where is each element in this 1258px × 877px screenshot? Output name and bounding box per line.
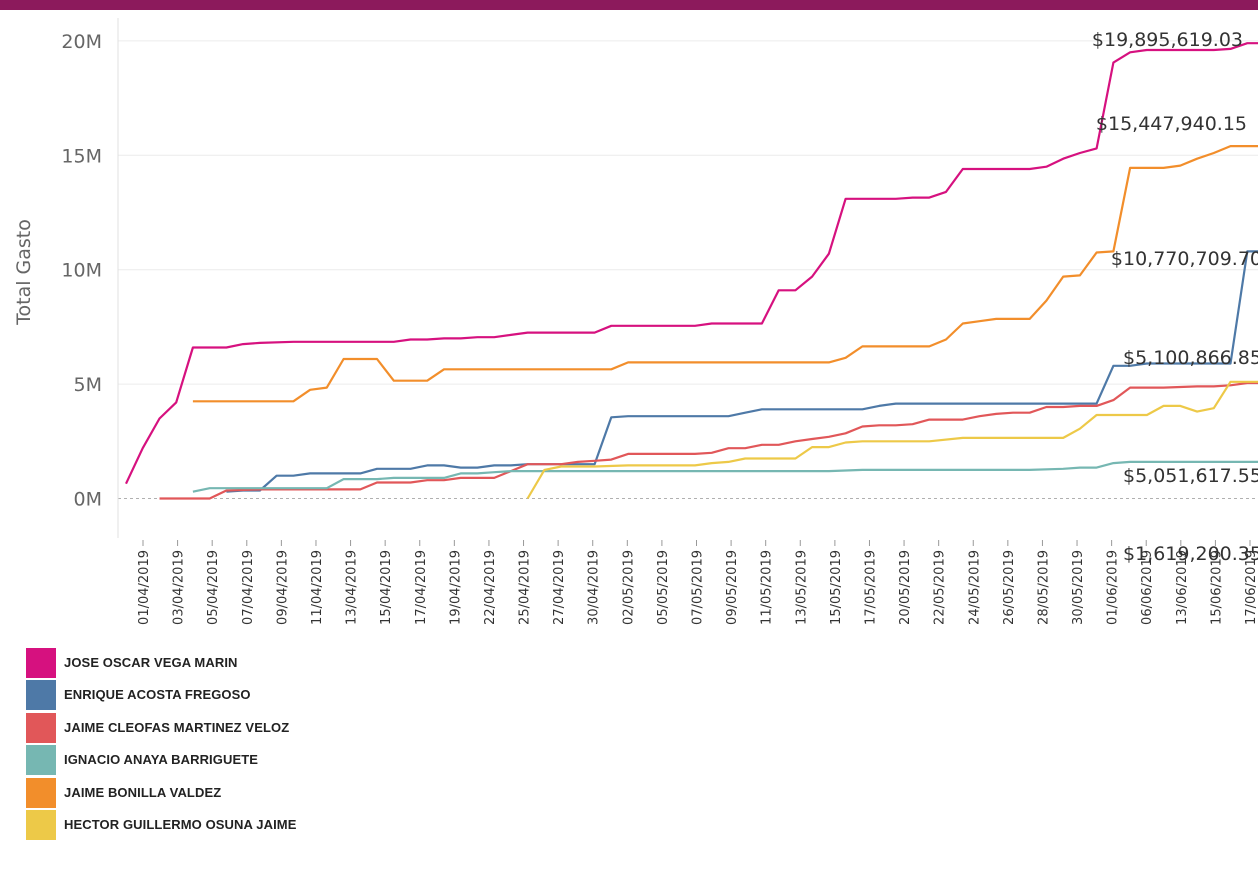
series-line bbox=[192, 460, 1258, 493]
cumulative-spending-line-chart: 0M 5M 10M 15M 20M Total Gasto 01/04/2019 03/04… bbox=[13, 18, 1258, 625]
legend-swatch bbox=[26, 809, 56, 840]
legend-label: HECTOR GUILLERMO OSUNA JAIME bbox=[64, 816, 297, 832]
x-tick-label: 25/04/2019 bbox=[518, 550, 533, 625]
legend-swatch bbox=[26, 648, 56, 678]
legend-swatch bbox=[26, 712, 56, 743]
x-tick-label: 15/06/2019 bbox=[1209, 550, 1224, 625]
series-line bbox=[526, 380, 1258, 500]
x-tick-label: 28/05/2019 bbox=[1036, 550, 1051, 625]
x-tick-label: 07/04/2019 bbox=[241, 550, 256, 625]
x-tick-label: 13/05/2019 bbox=[794, 550, 809, 625]
x-tick-label: 13/04/2019 bbox=[345, 550, 360, 625]
x-axis: 01/04/2019 03/04/2019 05/04/2019 07/04/2019… bbox=[137, 540, 1258, 625]
end-value-label: $5,100,866.85 bbox=[1123, 347, 1258, 369]
x-tick-label: 03/04/2019 bbox=[172, 550, 187, 625]
x-tick-label: 11/05/2019 bbox=[760, 550, 775, 625]
x-tick-label: 01/06/2019 bbox=[1106, 550, 1121, 625]
legend-label: ENRIQUE ACOSTA FREGOSO bbox=[64, 687, 251, 703]
y-axis-title: Total Gasto bbox=[13, 219, 35, 326]
end-value-label: $19,895,619.03 bbox=[1092, 29, 1243, 51]
x-tick-label: 05/04/2019 bbox=[206, 550, 221, 625]
x-tick-label: 22/05/2019 bbox=[933, 550, 948, 625]
x-tick-label: 15/04/2019 bbox=[379, 550, 394, 625]
x-tick-label: 01/04/2019 bbox=[137, 550, 152, 625]
x-tick-label: 30/04/2019 bbox=[587, 550, 602, 625]
end-value-labels: $19,895,619.03 $15,447,940.15 $10,770,709.… bbox=[1092, 29, 1258, 565]
x-tick-label: 09/05/2019 bbox=[725, 550, 740, 625]
x-tick-label: 02/05/2019 bbox=[621, 550, 636, 625]
legend-item-enrique-acosta-fregoso[interactable]: ENRIQUE ACOSTA FREGOSO bbox=[26, 678, 626, 711]
legend-item-jaime-bonilla-valdez[interactable]: JAIME BONILLA VALDEZ bbox=[26, 776, 626, 808]
legend-item-jaime-cleofas-martinez-veloz[interactable]: JAIME CLEOFAS MARTINEZ VELOZ bbox=[26, 711, 626, 743]
y-tick-label: 15M bbox=[61, 145, 102, 167]
end-value-label: $5,051,617.55 bbox=[1123, 465, 1258, 487]
x-tick-label: 15/05/2019 bbox=[829, 550, 844, 625]
series-lines bbox=[125, 42, 1258, 500]
legend-item-hector-guillermo-osuna-jaime[interactable]: HECTOR GUILLERMO OSUNA JAIME bbox=[26, 808, 626, 840]
legend: JOSE OSCAR VEGA MARIN ENRIQUE ACOSTA FRE… bbox=[26, 646, 626, 840]
x-tick-label: 09/04/2019 bbox=[275, 550, 290, 625]
end-value-label: $1,619,200.35 bbox=[1123, 543, 1258, 565]
series-line bbox=[159, 381, 1258, 500]
header-accent-bar bbox=[0, 0, 1258, 10]
series-line bbox=[226, 250, 1258, 493]
legend-swatch bbox=[26, 745, 56, 776]
legend-label: IGNACIO ANAYA BARRIGUETE bbox=[64, 752, 259, 768]
y-tick-label: 0M bbox=[74, 489, 102, 511]
y-axis: 0M 5M 10M 15M 20M Total Gasto bbox=[13, 18, 119, 538]
y-tick-label: 10M bbox=[61, 260, 102, 282]
x-tick-label: 11/04/2019 bbox=[310, 550, 325, 625]
x-tick-label: 24/05/2019 bbox=[967, 550, 982, 625]
series-line bbox=[192, 145, 1258, 403]
x-tick-label: 27/04/2019 bbox=[552, 550, 567, 625]
x-tick-label: 06/06/2019 bbox=[1140, 550, 1155, 625]
x-tick-label: 17/06/2019 bbox=[1244, 550, 1258, 625]
legend-label: JOSE OSCAR VEGA MARIN bbox=[64, 655, 238, 670]
x-tick-label: 05/05/2019 bbox=[656, 550, 671, 625]
x-tick-label: 26/05/2019 bbox=[1002, 550, 1017, 625]
y-tick-label: 5M bbox=[74, 374, 102, 396]
x-tick-label: 13/06/2019 bbox=[1175, 550, 1190, 625]
series-line bbox=[125, 42, 1258, 485]
legend-label: JAIME CLEOFAS MARTINEZ VELOZ bbox=[64, 719, 290, 735]
legend-swatch bbox=[26, 777, 56, 808]
end-value-label: $10,770,709.70 bbox=[1111, 248, 1258, 270]
x-tick-label: 20/05/2019 bbox=[898, 550, 913, 625]
x-tick-label: 22/04/2019 bbox=[483, 550, 498, 625]
grid-lines bbox=[118, 40, 1258, 500]
end-value-label: $15,447,940.15 bbox=[1096, 113, 1247, 135]
legend-label: JAIME BONILLA VALDEZ bbox=[64, 784, 222, 800]
x-tick-label: 19/04/2019 bbox=[448, 550, 463, 625]
legend-item-jose-oscar-vega-marin[interactable]: JOSE OSCAR VEGA MARIN bbox=[26, 646, 626, 678]
x-tick-label: 17/04/2019 bbox=[414, 550, 429, 625]
x-tick-label: 17/05/2019 bbox=[863, 550, 878, 625]
y-tick-label: 20M bbox=[61, 31, 102, 53]
x-tick-label: 30/05/2019 bbox=[1071, 550, 1086, 625]
legend-item-ignacio-anaya-barriguete[interactable]: IGNACIO ANAYA BARRIGUETE bbox=[26, 743, 626, 776]
legend-swatch bbox=[26, 680, 56, 711]
x-tick-label: 07/05/2019 bbox=[691, 550, 706, 625]
